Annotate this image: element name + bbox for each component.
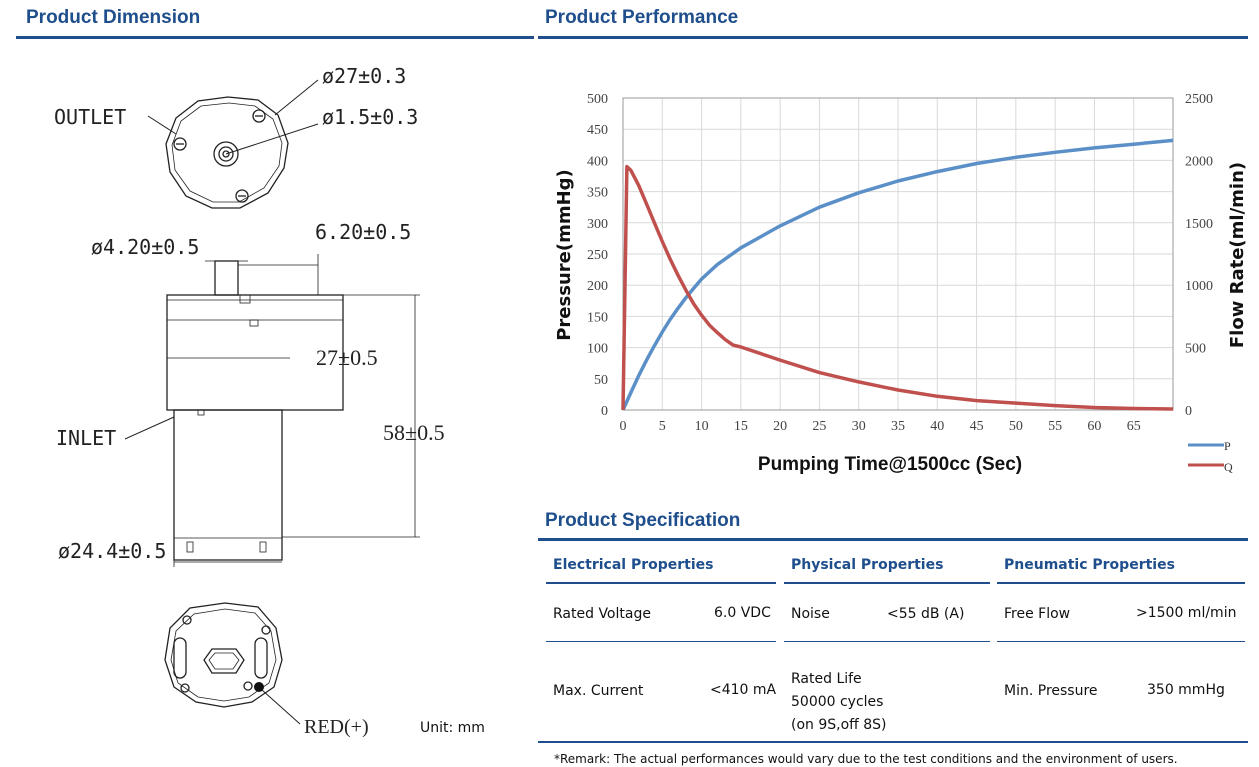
x-axis-label: Pumping Time@1500cc (Sec): [758, 454, 1022, 475]
y-left-tick-label: 400: [587, 154, 608, 169]
nozzle-diameter-label: ø4.20±0.5: [91, 235, 199, 259]
remark-text: *Remark: The actual performances would v…: [554, 752, 1178, 766]
performance-title-rule: [538, 36, 1248, 39]
y-left-tick-label: 150: [587, 310, 608, 325]
nozzle-height-label: 6.20±0.5: [315, 220, 411, 244]
series-line-q: [621, 164, 1174, 411]
x-tick-label: 30: [852, 419, 866, 434]
y-right-tick-label: 2500: [1185, 92, 1213, 107]
unit-label: Unit: mm: [420, 720, 485, 736]
max-current-value: <410 mA: [710, 682, 777, 698]
max-current-label: Max. Current: [553, 683, 644, 699]
rated-life-duty: (on 9S,off 8S): [791, 717, 887, 733]
outlet-hole-label: ø1.5±0.3: [322, 105, 418, 129]
x-tick-label: 0: [620, 419, 627, 434]
noise-value: <55 dB (A): [887, 606, 965, 622]
x-tick-label: 15: [734, 419, 748, 434]
y-left-axis-label: Pressure(mmHg): [554, 169, 575, 341]
x-tick-label: 5: [659, 419, 666, 434]
y-left-tick-label: 450: [587, 123, 608, 138]
y-right-tick-label: 1500: [1185, 217, 1213, 232]
x-tick-label: 45: [970, 419, 984, 434]
outer-diameter-label: ø27±0.3: [322, 64, 406, 88]
y-left-tick-label: 500: [587, 92, 608, 107]
row-rule-physical: [784, 641, 990, 642]
series-line-p: [621, 138, 1174, 411]
dimension-drawing: ø27±0.3 ø1.5±0.3 OUTLET ø4.20: [54, 64, 485, 738]
x-tick-label: 65: [1127, 419, 1141, 434]
x-tick-label: 10: [695, 419, 709, 434]
dimension-title: Product Dimension: [26, 7, 201, 28]
rated-life-label: Rated Life: [791, 671, 862, 687]
header-electrical: Electrical Properties: [553, 557, 714, 573]
x-tick-label: 55: [1048, 419, 1062, 434]
x-tick-label: 25: [812, 419, 826, 434]
red-terminal-label: RED(+): [304, 716, 369, 738]
specification-title: Product Specification: [545, 510, 741, 531]
y-left-tick-label: 250: [587, 248, 608, 263]
bottom-view: [164, 602, 301, 725]
header-rule-physical: [784, 582, 990, 584]
legend-label-q: Q: [1224, 460, 1233, 474]
specification-title-rule: [538, 538, 1248, 541]
rated-voltage-value: 6.0 VDC: [714, 605, 771, 621]
free-flow-label: Free Flow: [1004, 606, 1071, 622]
rated-voltage-label: Rated Voltage: [553, 606, 651, 622]
motor-diameter-label: ø24.4±0.5: [58, 539, 166, 563]
x-tick-label: 20: [773, 419, 787, 434]
red-terminal-dot: [254, 682, 264, 692]
y-right-tick-label: 2000: [1185, 154, 1213, 169]
y-right-tick-label: 1000: [1185, 279, 1213, 294]
table-bottom-rule: [538, 741, 1248, 743]
y-right-tick-label: 0: [1185, 404, 1192, 419]
rated-life-cycles: 50000 cycles: [791, 694, 884, 710]
y-left-tick-label: 300: [587, 217, 608, 232]
side-view: [124, 254, 420, 567]
plot-area: [622, 97, 1174, 411]
y-right-axis-label: Flow Rate(ml/min): [1227, 162, 1248, 348]
min-pressure-value: 350 mmHg: [1147, 682, 1225, 698]
performance-chart: 0 5 10 15 20 25 30 35 40 45 50 55 60 65 0 50 100 150 200 2…: [554, 92, 1248, 475]
y-right-tick-label: 500: [1185, 342, 1206, 357]
y-left-tick-label: 50: [594, 373, 608, 388]
y-left-tick-label: 350: [587, 186, 608, 201]
header-rule-electrical: [546, 582, 776, 584]
header-physical: Physical Properties: [791, 557, 944, 573]
total-height-label: 58±0.5: [383, 420, 445, 445]
outlet-label: OUTLET: [54, 105, 126, 129]
y-left-tick-label: 200: [587, 279, 608, 294]
free-flow-value: >1500 ml/min: [1136, 605, 1237, 621]
x-tick-label: 60: [1087, 419, 1101, 434]
chart-series: [621, 138, 1174, 411]
top-view: [147, 79, 319, 209]
inlet-label: INLET: [56, 426, 116, 450]
x-tick-label: 35: [891, 419, 905, 434]
x-axis-ticks: 0 5 10 15 20 25 30 35 40 45 50 55 60 65: [620, 419, 1141, 434]
header-pneumatic: Pneumatic Properties: [1004, 557, 1175, 573]
y-left-tick-label: 0: [601, 404, 608, 419]
chart-grid: [622, 97, 1173, 411]
y-right-axis-ticks: 0 500 1000 1500 2000 2500: [1185, 92, 1213, 419]
y-left-axis-ticks: 0 50 100 150 200 250 300 350 400 450 500: [587, 92, 608, 419]
x-tick-label: 50: [1009, 419, 1023, 434]
row-rule-pneumatic: [997, 641, 1245, 642]
head-height-label: 27±0.5: [316, 345, 378, 370]
dimension-title-rule: [16, 36, 534, 39]
min-pressure-label: Min. Pressure: [1004, 683, 1098, 699]
noise-label: Noise: [791, 606, 830, 622]
chart-legend: P Q: [1188, 439, 1233, 474]
legend-label-p: P: [1224, 439, 1231, 453]
header-rule-pneumatic: [997, 582, 1245, 584]
x-tick-label: 40: [930, 419, 944, 434]
performance-title: Product Performance: [545, 7, 739, 28]
y-left-tick-label: 100: [587, 342, 608, 357]
row-rule-electrical: [546, 641, 776, 642]
